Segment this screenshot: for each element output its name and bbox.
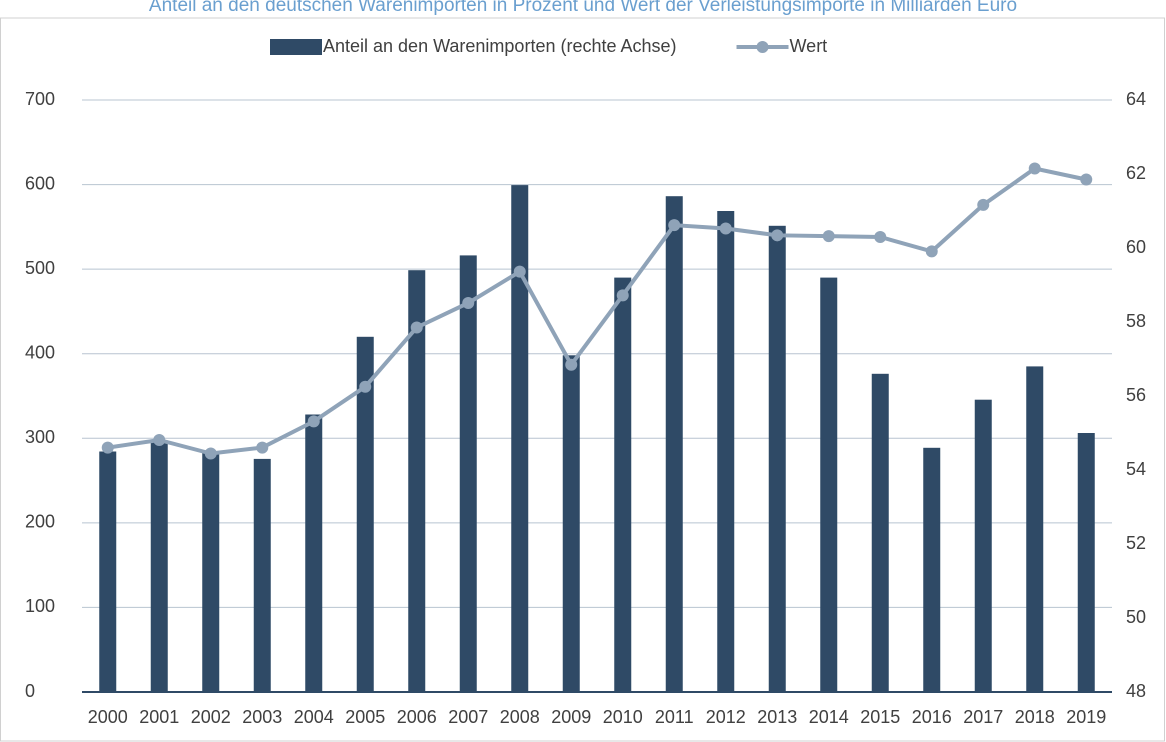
y2-tick-label: 62 bbox=[1126, 163, 1146, 183]
line-marker bbox=[616, 289, 629, 302]
chart-frame bbox=[0, 17, 1165, 742]
bar bbox=[614, 277, 632, 692]
x-tick-label: 2006 bbox=[397, 707, 437, 727]
y-tick-label: 500 bbox=[25, 258, 55, 278]
y2-tick-label: 52 bbox=[1126, 533, 1146, 553]
bar bbox=[150, 440, 168, 692]
bar bbox=[305, 414, 323, 692]
x-tick-label: 2005 bbox=[345, 707, 385, 727]
y2-tick-label: 48 bbox=[1126, 681, 1146, 701]
line-marker bbox=[204, 447, 217, 460]
line-marker bbox=[153, 433, 166, 446]
line-marker bbox=[513, 265, 526, 278]
bar bbox=[665, 196, 683, 692]
line-marker bbox=[719, 222, 732, 235]
bar bbox=[511, 185, 529, 692]
x-tick-label: 2011 bbox=[655, 707, 694, 727]
x-tick-label: 2010 bbox=[603, 707, 643, 727]
y2-tick-label: 64 bbox=[1126, 89, 1146, 109]
bar bbox=[1077, 433, 1095, 692]
line-marker bbox=[101, 441, 114, 454]
line-marker bbox=[410, 321, 423, 334]
line-marker bbox=[256, 441, 269, 454]
y-tick-label: 100 bbox=[25, 596, 55, 616]
legend-label: Anteil an den Warenimporten (rechte Achs… bbox=[323, 36, 677, 56]
legend-swatch bbox=[270, 39, 322, 55]
y2-tick-label: 54 bbox=[1126, 459, 1146, 479]
bar bbox=[202, 451, 220, 692]
line-marker bbox=[462, 296, 475, 309]
x-tick-label: 2000 bbox=[88, 707, 128, 727]
line-marker bbox=[307, 415, 320, 428]
x-tick-label: 2007 bbox=[448, 707, 488, 727]
bar bbox=[562, 355, 580, 692]
y2-tick-label: 58 bbox=[1126, 311, 1146, 331]
x-tick-label: 2016 bbox=[912, 707, 952, 727]
line-marker bbox=[771, 229, 784, 242]
bar bbox=[459, 255, 477, 692]
x-tick-label: 2009 bbox=[551, 707, 591, 727]
line-marker bbox=[668, 219, 681, 232]
bar bbox=[356, 336, 374, 692]
x-tick-label: 2015 bbox=[860, 707, 900, 727]
y-tick-label: 400 bbox=[25, 342, 55, 362]
line-marker bbox=[1080, 173, 1093, 186]
line-marker bbox=[977, 198, 990, 211]
line-marker bbox=[359, 380, 372, 393]
x-tick-label: 2018 bbox=[1015, 707, 1055, 727]
y-tick-label: 700 bbox=[25, 89, 55, 109]
legend-label: Wert bbox=[790, 36, 828, 56]
bar bbox=[974, 399, 992, 692]
y2-tick-label: 50 bbox=[1126, 607, 1146, 627]
x-tick-label: 2014 bbox=[809, 707, 849, 727]
line-marker bbox=[1028, 162, 1041, 175]
x-tick-label: 2002 bbox=[191, 707, 231, 727]
x-tick-label: 2013 bbox=[757, 707, 797, 727]
y2-tick-label: 56 bbox=[1126, 385, 1146, 405]
line bbox=[107, 166, 1087, 456]
x-tick-label: 2004 bbox=[294, 707, 334, 727]
bar bbox=[871, 373, 889, 692]
line-marker bbox=[874, 231, 887, 244]
x-tick-label: 2019 bbox=[1066, 707, 1106, 727]
y-tick-label: 300 bbox=[25, 427, 55, 447]
x-tick-label: 2003 bbox=[242, 707, 282, 727]
y-tick-label: 200 bbox=[25, 512, 55, 532]
bar bbox=[923, 447, 941, 692]
line-marker bbox=[925, 245, 938, 258]
x-tick-label: 2008 bbox=[500, 707, 540, 727]
x-tick-label: 2012 bbox=[706, 707, 746, 727]
bar bbox=[820, 277, 838, 692]
bar bbox=[99, 451, 117, 692]
x-tick-label: 2001 bbox=[139, 707, 179, 727]
bar bbox=[768, 225, 786, 693]
bar bbox=[253, 458, 271, 692]
chart-title: Anteil an den deutschen Warenimporten in… bbox=[149, 0, 1017, 16]
bar bbox=[408, 270, 426, 692]
legend-swatch bbox=[756, 41, 769, 53]
y-tick-label: 0 bbox=[25, 681, 35, 701]
bar bbox=[1026, 366, 1044, 692]
line-marker bbox=[822, 230, 835, 243]
bar bbox=[717, 211, 735, 692]
y-tick-label: 600 bbox=[25, 173, 55, 193]
line-marker bbox=[565, 358, 578, 371]
x-tick-label: 2017 bbox=[963, 707, 1003, 727]
y2-tick-label: 60 bbox=[1126, 237, 1146, 257]
